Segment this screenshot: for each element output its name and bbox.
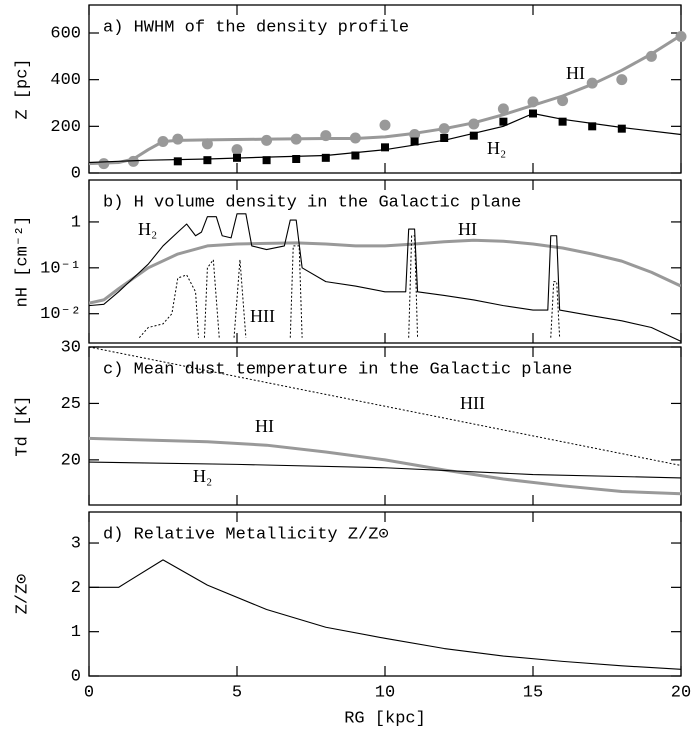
curve-label: HII	[460, 393, 485, 413]
curve-label: HI	[566, 63, 585, 83]
curve-label: H₂	[193, 466, 212, 486]
data-line	[89, 238, 681, 305]
data-line	[89, 436, 681, 496]
x-tick-label: 20	[671, 683, 691, 702]
curve-label: HI	[458, 219, 477, 239]
y-axis-label: nH [cm⁻²]	[13, 216, 32, 308]
data-point	[616, 74, 628, 86]
panel-title: a) HWHM of the density profile	[103, 18, 409, 37]
data-point	[410, 137, 419, 146]
y-tick-label: 0	[71, 164, 81, 183]
x-tick-label: 15	[523, 683, 543, 702]
y-tick-label: 1	[71, 623, 81, 642]
y-tick-label: 2	[71, 579, 81, 598]
x-tick-label: 10	[375, 683, 395, 702]
data-line	[89, 559, 681, 670]
panel-title: b) H volume density in the Galactic plan…	[103, 193, 521, 212]
data-point	[588, 122, 597, 131]
data-point	[231, 144, 243, 156]
y-tick-label: 0	[71, 667, 81, 686]
y-tick-label: 30	[61, 338, 81, 357]
data-point	[558, 117, 567, 126]
data-point	[321, 153, 330, 162]
data-point	[203, 156, 212, 165]
data-point	[499, 117, 508, 126]
curve-label: HII	[250, 306, 275, 326]
y-tick-label: 25	[61, 395, 81, 414]
y-axis-label: Z [pc]	[13, 58, 32, 119]
y-tick-label: 600	[50, 24, 81, 43]
y-tick-label: 400	[50, 71, 81, 90]
data-point	[381, 143, 389, 152]
data-line	[138, 235, 561, 339]
data-point	[351, 151, 360, 160]
data-line	[89, 34, 681, 166]
data-point	[262, 156, 271, 165]
y-axis-label: Td [K]	[13, 395, 32, 456]
y-tick-label: 200	[50, 118, 81, 137]
y-tick-label: 10⁻¹	[40, 259, 81, 278]
y-tick-label: 1	[71, 213, 81, 232]
x-axis-label: RG [kpc]	[344, 709, 426, 728]
y-axis-label: Z/Z⊙	[13, 574, 32, 615]
data-line	[89, 461, 681, 479]
data-point	[440, 134, 449, 142]
data-point	[617, 124, 626, 133]
data-point	[497, 103, 509, 115]
y-tick-label: 3	[71, 535, 81, 554]
data-point	[292, 155, 301, 163]
curve-label: HI	[255, 416, 274, 436]
data-point	[469, 131, 478, 140]
panel-title: d) Relative Metallicity Z/Z⊙	[103, 525, 389, 544]
x-tick-label: 5	[232, 683, 242, 702]
data-point	[173, 157, 182, 166]
data-line	[89, 213, 681, 342]
curve-label: H₂	[487, 138, 506, 158]
curve-label: H₂	[138, 219, 157, 239]
y-tick-label: 20	[61, 451, 81, 470]
data-point	[379, 119, 391, 131]
x-tick-label: 0	[84, 683, 94, 702]
panel-title: c) Mean dust temperature in the Galactic…	[103, 360, 572, 379]
data-line	[89, 347, 681, 466]
y-tick-label: 10⁻²	[40, 305, 81, 324]
data-line	[89, 112, 681, 164]
